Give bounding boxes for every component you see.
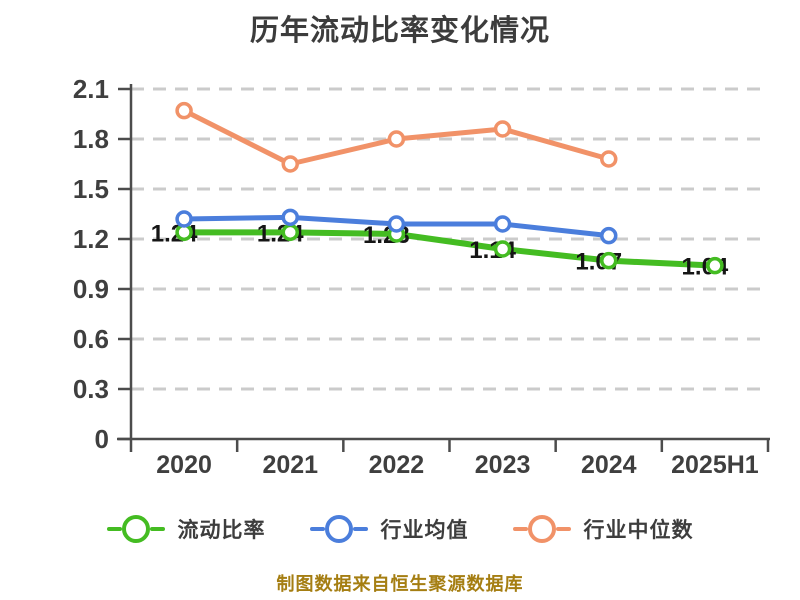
data-point-marker	[281, 155, 299, 173]
series-markers-group-1	[175, 208, 618, 245]
legend-item-industry-median: 行业中位数	[512, 514, 694, 544]
axes-group	[117, 84, 770, 452]
legend-label-industry-mean: 行业均值	[380, 519, 469, 542]
x-category-label: 2020	[156, 451, 212, 479]
series-markers-group-2	[175, 101, 618, 173]
y-tick-label: 0.6	[73, 324, 109, 354]
data-point-marker	[706, 256, 724, 275]
y-tick-labels-group: 0 0.3 0.6 0.9 1.2 1.5 1.8 2.1	[73, 74, 109, 454]
y-tick-label: 2.1	[73, 74, 109, 104]
data-point-marker	[493, 120, 512, 138]
data-point-marker	[387, 215, 406, 233]
x-category-label: 2022	[369, 451, 425, 479]
series-group-0	[181, 229, 718, 269]
data-point-marker	[493, 240, 512, 258]
y-tick-label: 1.5	[73, 174, 109, 204]
x-tick-labels-group: 2020 2021 2022 2023 2024 2025H1	[156, 451, 759, 479]
data-point-marker	[281, 223, 299, 242]
y-tick-label: 0.9	[73, 274, 109, 304]
x-category-label: 2021	[262, 451, 318, 479]
data-point-marker	[600, 251, 618, 270]
data-source-note: 制图数据来自恒生聚源数据库	[276, 574, 524, 594]
y-tick-label: 1.2	[73, 224, 109, 254]
data-point-marker	[493, 215, 512, 233]
legend-item-industry-mean: 行业均值	[309, 514, 469, 544]
data-point-marker	[175, 101, 193, 120]
x-category-label: 2025H1	[671, 451, 759, 479]
data-point-marker	[387, 130, 406, 148]
y-tick-label: 0.3	[73, 374, 109, 404]
series-line-0	[181, 229, 718, 269]
data-point-marker	[600, 150, 618, 168]
legend-label-industry-median: 行业中位数	[583, 519, 694, 542]
y-tick-label: 0	[95, 424, 109, 454]
data-point-marker	[281, 208, 299, 227]
legend-item-current-ratio: 流动比率	[106, 514, 266, 544]
x-category-label: 2024	[581, 451, 637, 479]
y-tick-label: 1.8	[73, 124, 109, 154]
current-ratio-marker-icon	[106, 515, 165, 543]
industry-mean-marker-icon	[309, 515, 368, 543]
legend-label-current-ratio: 流动比率	[177, 519, 266, 542]
data-point-marker	[175, 210, 193, 228]
x-category-label: 2023	[475, 451, 531, 479]
data-point-marker	[600, 226, 618, 245]
chart-legend: 流动比率 行业均值 行业中位数	[0, 514, 800, 544]
chart-title: 历年流动比率变化情况	[249, 15, 550, 47]
industry-median-marker-icon	[512, 515, 571, 543]
